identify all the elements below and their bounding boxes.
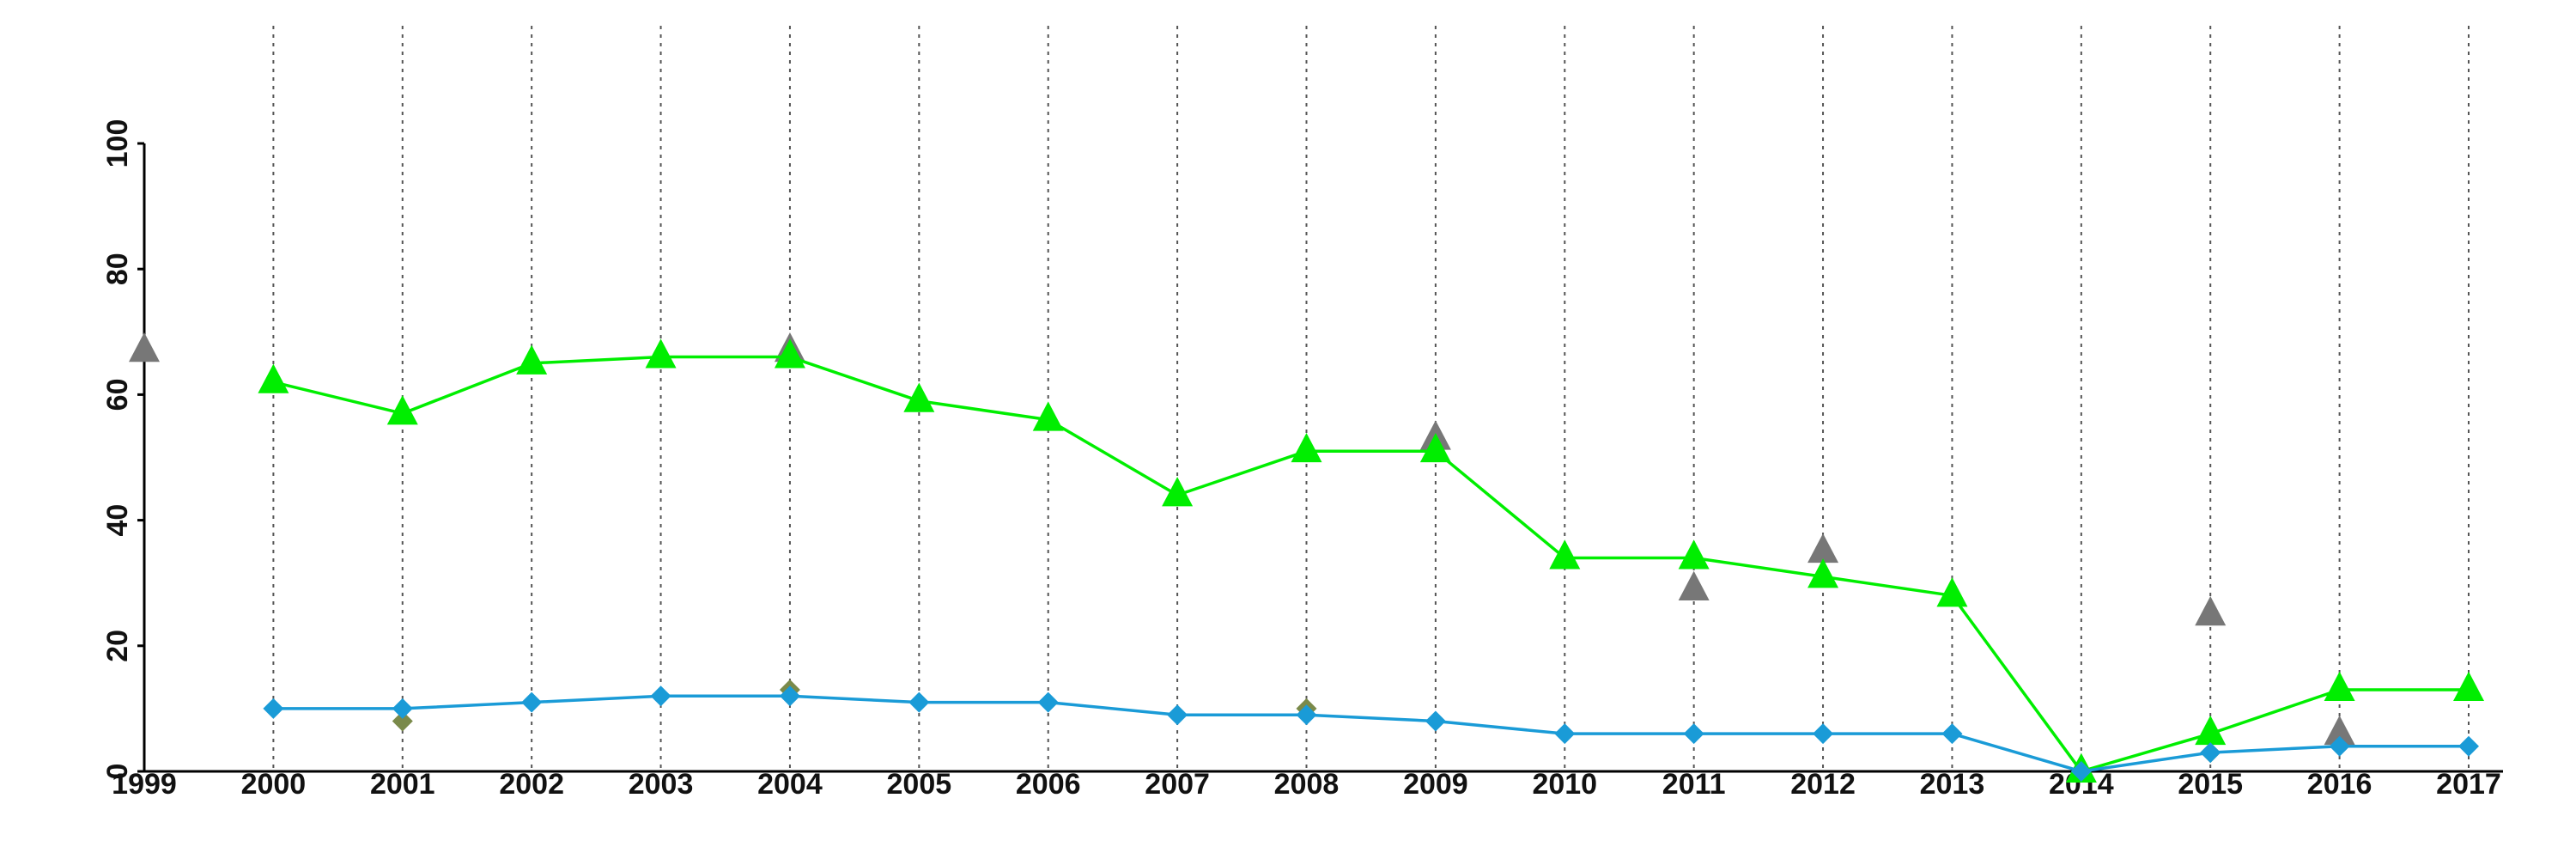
series-1-point [774, 338, 805, 369]
y-tick-label: 80 [101, 253, 134, 285]
series-1-point [258, 363, 289, 393]
series-1-point [1032, 401, 1064, 431]
x-tick-label: 2006 [1016, 768, 1081, 801]
x-tick-label: 1999 [112, 768, 177, 801]
y-tick-label: 100 [101, 119, 134, 168]
y-tick-label: 0 [101, 764, 134, 780]
series-1-point [2453, 671, 2484, 701]
series-2-point [2458, 735, 2479, 757]
series-1-line [272, 355, 2469, 773]
series-2-point [1037, 691, 1059, 713]
series-3-point [2324, 715, 2355, 746]
series-2-point [1167, 704, 1188, 726]
series-1-point [1936, 577, 1968, 607]
x-tick-label: 2009 [1403, 768, 1468, 801]
series-1-point [2324, 671, 2355, 701]
series-2-point [1683, 723, 1704, 745]
series-1-point [516, 344, 548, 375]
x-tick-label: 2002 [499, 768, 564, 801]
series-2-point [1554, 723, 1576, 745]
x-tick-label: 2013 [1920, 768, 1985, 801]
series-2-point [1813, 723, 1834, 745]
x-tick-label: 2003 [629, 768, 694, 801]
series-3-point [2195, 596, 2227, 626]
series-2-point [2200, 742, 2221, 764]
series-1-point [386, 395, 418, 425]
series-1-point [1807, 558, 1839, 588]
x-tick-label: 2010 [1532, 768, 1597, 801]
series-2-point [263, 698, 284, 719]
series-3-point [1678, 570, 1710, 601]
x-tick-label: 2012 [1790, 768, 1856, 801]
series-1-point [1162, 477, 1194, 507]
series-4-point [392, 710, 413, 732]
series-1-point [1419, 432, 1451, 463]
series-1-point [645, 338, 677, 369]
x-tick-label: 2011 [1662, 768, 1726, 801]
y-tick-label: 20 [101, 630, 134, 662]
series-3-point [1807, 533, 1839, 564]
y-tick-label: 60 [101, 378, 134, 411]
x-tick-label: 2005 [887, 768, 952, 801]
series-1-point [903, 382, 935, 412]
x-tick-label: 2008 [1274, 768, 1340, 801]
series-1-point [1291, 432, 1322, 463]
x-tick-label: 2016 [2307, 768, 2372, 801]
series-2-line [273, 694, 2469, 773]
x-tick-label: 2015 [2178, 768, 2243, 801]
x-tick-label: 2004 [757, 768, 823, 801]
x-tick-label: 2007 [1145, 768, 1210, 801]
series-2-point [2070, 761, 2092, 782]
series-2-point [521, 691, 543, 713]
series-2-point [908, 691, 930, 713]
series-2-point [1941, 723, 1963, 745]
series-3-point [129, 332, 160, 362]
y-tick-label: 40 [101, 504, 134, 537]
series-1-point [1549, 539, 1581, 570]
series-1-point [2195, 715, 2227, 746]
series-2-point [1296, 704, 1317, 726]
series-2-point [779, 685, 800, 707]
x-tick-label: 2017 [2436, 768, 2501, 801]
series-2-point [650, 685, 671, 707]
series-1-point [1678, 539, 1710, 570]
x-tick-label: 2001 [370, 768, 435, 801]
x-tick-label: 2000 [241, 768, 307, 801]
series-2-point [1425, 710, 1446, 732]
series-2-point [2329, 735, 2350, 757]
series-2-point [392, 698, 413, 719]
